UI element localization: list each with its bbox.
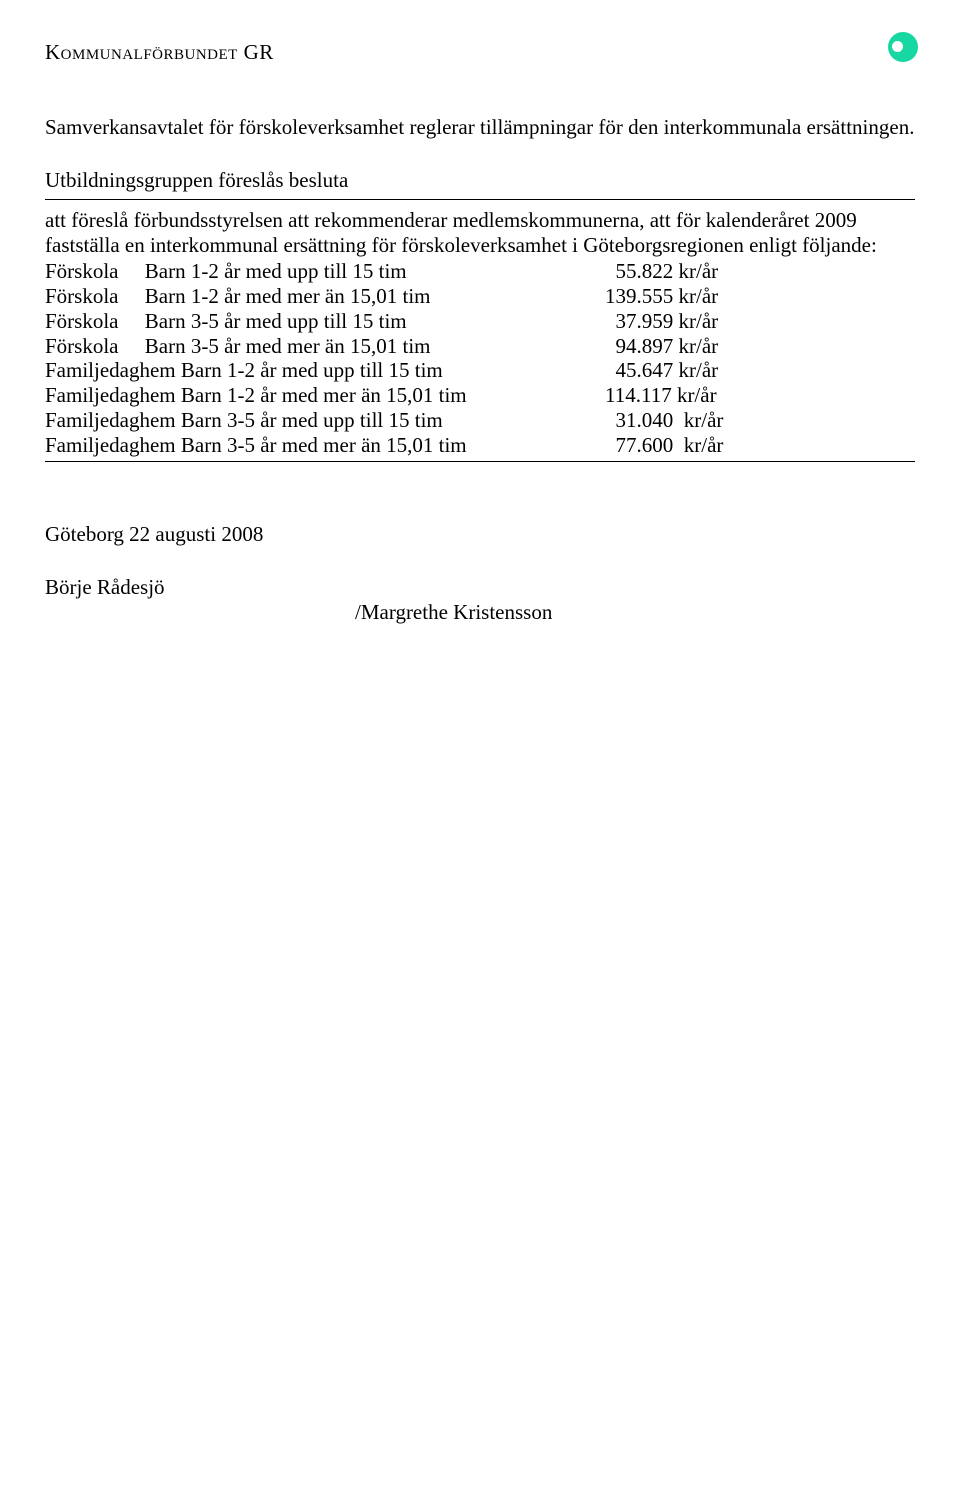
rate-value: 94.897 kr/år — [605, 334, 718, 359]
decision-title: Utbildningsgruppen föreslås besluta — [45, 168, 915, 193]
rate-value: 77.600 kr/år — [605, 433, 723, 458]
org-logo — [888, 32, 918, 62]
rate-row: Familjedaghem Barn 3-5 år med upp till 1… — [45, 408, 915, 433]
rate-label: Familjedaghem Barn 1-2 år med upp till 1… — [45, 358, 605, 383]
intro-paragraph: Samverkansavtalet för förskoleverksamhet… — [45, 115, 915, 140]
rate-row: Förskola Barn 1-2 år med mer än 15,01 ti… — [45, 284, 915, 309]
rate-table: Förskola Barn 1-2 år med upp till 15 tim… — [45, 259, 915, 457]
rate-row: Förskola Barn 3-5 år med mer än 15,01 ti… — [45, 334, 915, 359]
rate-label: Förskola Barn 1-2 år med mer än 15,01 ti… — [45, 284, 605, 309]
rate-row: Förskola Barn 1-2 år med upp till 15 tim… — [45, 259, 915, 284]
rate-value: 139.555 kr/år — [605, 284, 718, 309]
divider-bottom — [45, 461, 915, 462]
rate-value: 45.647 kr/år — [605, 358, 718, 383]
rate-value: 114.117 kr/år — [605, 383, 717, 408]
divider-top — [45, 199, 915, 200]
rate-value: 31.040 kr/år — [605, 408, 723, 433]
rate-value: 55.822 kr/år — [605, 259, 718, 284]
rate-row: Familjedaghem Barn 1-2 år med mer än 15,… — [45, 383, 915, 408]
rate-label: Förskola Barn 1-2 år med upp till 15 tim — [45, 259, 605, 284]
rate-label: Förskola Barn 3-5 år med upp till 15 tim — [45, 309, 605, 334]
signature-block: Börje Rådesjö /Margrethe Kristensson — [45, 575, 915, 625]
rate-label: Familjedaghem Barn 3-5 år med upp till 1… — [45, 408, 605, 433]
rate-value: 37.959 kr/år — [605, 309, 718, 334]
rate-label: Förskola Barn 3-5 år med mer än 15,01 ti… — [45, 334, 605, 359]
date-place: Göteborg 22 augusti 2008 — [45, 522, 915, 547]
rate-row: Familjedaghem Barn 1-2 år med upp till 1… — [45, 358, 915, 383]
rate-label: Familjedaghem Barn 1-2 år med mer än 15,… — [45, 383, 605, 408]
decision-body: att föreslå förbundsstyrelsen att rekomm… — [45, 208, 915, 258]
org-name: Kommunalförbundet GR — [45, 40, 915, 65]
rate-row: Familjedaghem Barn 3-5 år med mer än 15,… — [45, 433, 915, 458]
rate-label: Familjedaghem Barn 3-5 år med mer än 15,… — [45, 433, 605, 458]
signatory-2: /Margrethe Kristensson — [45, 600, 915, 625]
rate-row: Förskola Barn 3-5 år med upp till 15 tim… — [45, 309, 915, 334]
signatory-1: Börje Rådesjö — [45, 575, 915, 600]
